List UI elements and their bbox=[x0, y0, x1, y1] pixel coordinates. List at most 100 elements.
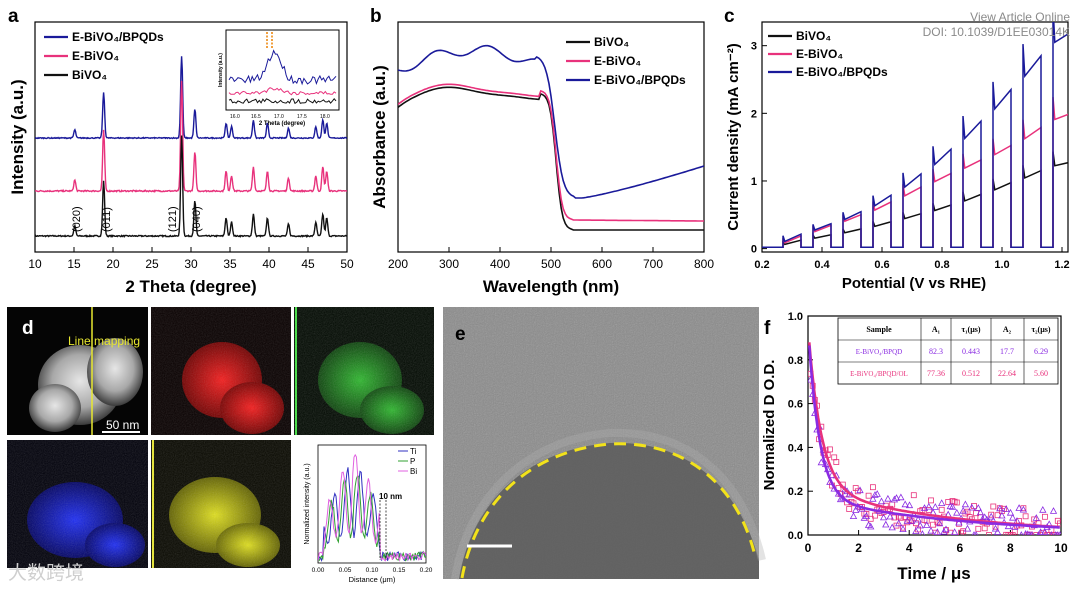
panel-a-x-ticks: 10 15 20 25 30 35 40 45 50 bbox=[28, 247, 354, 271]
tem-particle bbox=[459, 442, 759, 579]
panel-f-point-bpqd-ol bbox=[988, 511, 995, 518]
panel-f-point-bpqd bbox=[903, 516, 911, 524]
panel-b-letter: b bbox=[370, 6, 382, 27]
eds-yellow-noise bbox=[151, 440, 291, 568]
panel-f-ytick-label-3: 0.6 bbox=[788, 399, 803, 411]
panel-f-xtick-label-4: 8 bbox=[1007, 541, 1014, 555]
panel-f-point-bpqd bbox=[879, 513, 888, 521]
panel-f-point-bpqd bbox=[871, 491, 879, 498]
panel-f-xtick-label-5: 10 bbox=[1054, 541, 1068, 555]
panel-f-point-bpqd-ol bbox=[981, 525, 988, 532]
panel-c-series-ebivo4-bpqds bbox=[762, 22, 1068, 249]
panel-c-ytick-label-3: 3 bbox=[751, 41, 757, 53]
panel-f-point-bpqd-ol bbox=[865, 492, 872, 499]
panel-a-xtick-label-5: 35 bbox=[223, 257, 237, 271]
panel-c-xtick-label-3: 0.8 bbox=[934, 259, 949, 271]
panel-a-peak-label-040: (040) bbox=[191, 206, 203, 232]
panel-b-xtick-label-0: 200 bbox=[388, 257, 408, 271]
panel-a-peak-label-121: (121) bbox=[167, 206, 179, 232]
panel-a-legend-2: E-BiVO₄ bbox=[72, 49, 119, 63]
panel-f-point-bpqd bbox=[963, 524, 972, 532]
panel-f-point-bpqd-ol bbox=[990, 503, 997, 510]
panel-b-frame bbox=[397, 21, 705, 253]
panel-f-point-bpqd bbox=[862, 512, 871, 519]
panel-f-point-bpqd bbox=[1019, 505, 1028, 513]
panel-f-point-bpqd bbox=[971, 531, 977, 535]
table-r1-tau2: 6.29 bbox=[1034, 347, 1048, 356]
panel-b-xtick-label-6: 800 bbox=[694, 257, 714, 271]
panel-f-point-bpqd bbox=[869, 494, 877, 502]
panel-f-point-bpqd-ol bbox=[852, 485, 859, 492]
panel-f-point-bpqd bbox=[1011, 523, 1019, 530]
inset-tick-0: 16.0 bbox=[230, 114, 240, 120]
table-r1-a1: 82.3 bbox=[929, 347, 943, 356]
panel-c-xtick-label-0: 0.2 bbox=[754, 259, 769, 271]
panel-f-point-bpqd bbox=[877, 497, 886, 505]
panel-c-xtick-label-1: 0.4 bbox=[814, 259, 830, 271]
inset-tick-4: 18.0 bbox=[320, 114, 330, 120]
panel-f-point-bpqd bbox=[961, 500, 970, 508]
lp-legend-ti: Ti bbox=[410, 447, 417, 456]
panel-f-point-bpqd bbox=[884, 494, 892, 502]
panel-f-xtick-label-3: 6 bbox=[956, 541, 963, 555]
panel-a-xtick-label-0: 10 bbox=[28, 257, 42, 271]
panel-f-point-bpqd bbox=[897, 493, 905, 501]
lp-xtick-3: 0.15 bbox=[393, 567, 406, 574]
panel-d: Line mapping 50 nm d 10 nm bbox=[7, 307, 434, 588]
panel-f-point-bpqd bbox=[1019, 531, 1024, 535]
panel-f-points-bpqd-ol bbox=[808, 370, 1061, 535]
panel-f-point-bpqd bbox=[927, 526, 935, 534]
eds-blue-noise bbox=[7, 440, 148, 568]
panel-f-point-bpqd bbox=[912, 527, 920, 534]
panel-b-xlabel: Wavelength (nm) bbox=[483, 277, 619, 296]
lp-ylabel: Normalized intensity (a.u.) bbox=[304, 463, 311, 544]
panel-f-point-bpqd-ol bbox=[932, 529, 939, 535]
panel-c-xtick-label-5: 1.2 bbox=[1054, 259, 1069, 271]
panel-f-point-bpqd bbox=[948, 502, 957, 510]
panel-f-point-bpqd-ol bbox=[928, 497, 934, 504]
panel-f-point-bpqd bbox=[888, 523, 896, 531]
lp-xtick-1: 0.05 bbox=[339, 567, 352, 574]
panel-f-point-bpqd bbox=[852, 506, 860, 513]
table-r2-a1: 77.36 bbox=[927, 369, 945, 378]
panel-f-point-bpqd bbox=[892, 494, 901, 501]
panel-f-point-bpqd bbox=[905, 501, 914, 509]
panel-f-point-bpqd-ol bbox=[900, 524, 906, 531]
panel-f-point-bpqd bbox=[993, 528, 1002, 535]
panel-f-point-bpqd bbox=[849, 512, 858, 519]
panel-a-xtick-label-1: 15 bbox=[67, 257, 81, 271]
panel-f-point-bpqd-ol bbox=[1022, 513, 1029, 520]
panel-f-xlabel: Time / μs bbox=[897, 564, 970, 583]
panel-c-ticks: 0.2 0.4 0.6 0.8 1.0 1.2 0 1 2 3 bbox=[751, 41, 1070, 271]
panel-a-peak-label-020: (020) bbox=[71, 206, 83, 232]
panel-a-inset-series-black bbox=[228, 98, 337, 105]
table-r2-sample: E-BiVO₄/BPQD/OL bbox=[850, 370, 908, 378]
panel-a-xlabel: 2 Theta (degree) bbox=[125, 277, 256, 296]
panel-f-fit-bpqd bbox=[808, 345, 1060, 529]
panel-f-table: Sample A₁ τ₁(μs) A₂ τ₂(μs) E-BiVO₄/BPQD … bbox=[837, 317, 1059, 385]
panel-f-point-bpqd bbox=[901, 500, 909, 508]
panel-f-point-bpqd bbox=[953, 508, 961, 516]
panel-e-letter: e bbox=[455, 324, 466, 345]
panel-f-point-bpqd-ol bbox=[833, 459, 840, 465]
table-r1-tau1: 0.443 bbox=[962, 347, 980, 356]
panel-f-point-bpqd bbox=[890, 495, 899, 503]
panel-f-point-bpqd-ol bbox=[846, 506, 853, 512]
panel-f-point-bpqd-ol bbox=[953, 499, 960, 506]
panel-c-legend-2: E-BiVO₄ bbox=[796, 47, 843, 61]
lp-10nm-label: 10 nm bbox=[379, 492, 402, 501]
panel-a-inset: 16.0 16.5 17.0 17.5 18.0 2 Theta (degree… bbox=[218, 29, 340, 127]
panel-f-point-bpqd-ol bbox=[1033, 532, 1040, 535]
panel-a-legend-1: E-BiVO₄/BPQDs bbox=[72, 30, 164, 44]
panel-f-point-bpqd-ol bbox=[1042, 513, 1048, 520]
panel-f-point-bpqd-ol bbox=[872, 512, 878, 519]
panel-f-point-bpqd bbox=[1002, 505, 1010, 512]
panel-a-series-ebivo4 bbox=[35, 80, 347, 194]
panel-f-ylabel: Normalized D O.D. bbox=[761, 360, 778, 491]
table-header-sample: Sample bbox=[866, 325, 892, 334]
view-article-link[interactable]: View Article Online bbox=[970, 10, 1070, 24]
panel-f-ticks: 0 2 4 6 8 10 0.0 0.2 0.4 0.6 0.8 1.0 bbox=[788, 311, 1068, 555]
panel-a-xtick-label-8: 50 bbox=[340, 257, 354, 271]
panel-f-point-bpqd bbox=[925, 502, 933, 510]
panel-f-point-bpqd bbox=[886, 512, 894, 520]
